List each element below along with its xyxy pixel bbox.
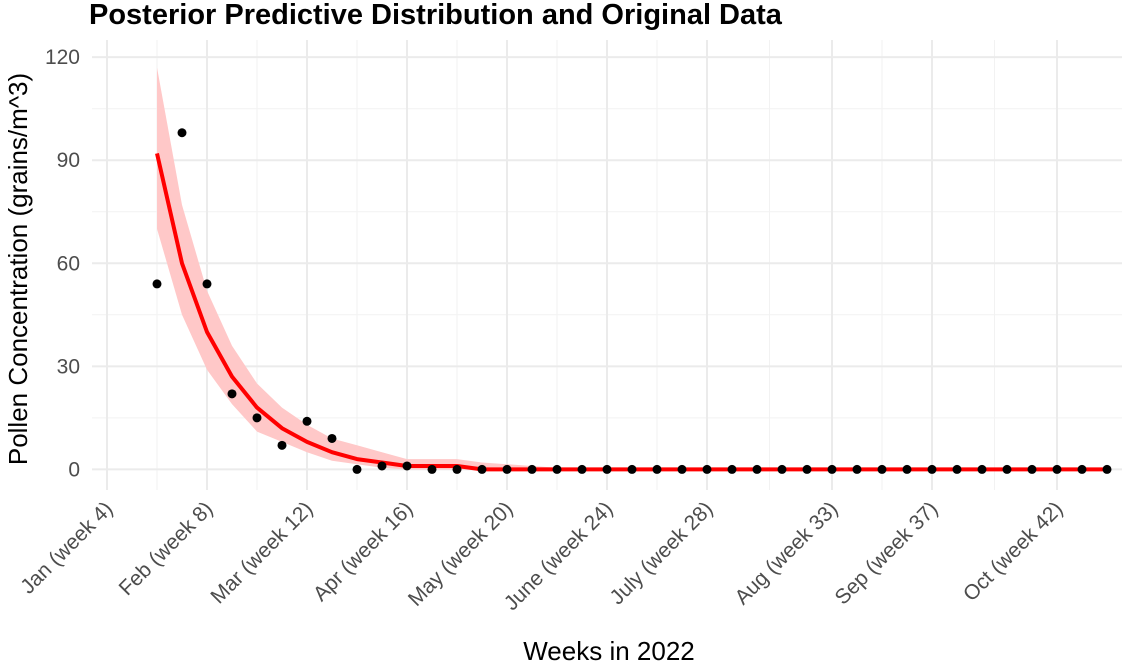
- data-point: [527, 464, 537, 474]
- data-point: [202, 279, 212, 289]
- data-point: [277, 440, 287, 450]
- data-point: [477, 464, 487, 474]
- x-tick-label: May (week 20): [404, 497, 518, 611]
- data-point: [652, 464, 662, 474]
- data-point: [327, 433, 337, 443]
- x-tick-label: Aug (week 33): [731, 497, 843, 609]
- data-point: [1052, 464, 1062, 474]
- data-point: [1027, 464, 1037, 474]
- x-tick-label: Jan (week 4): [16, 497, 117, 598]
- y-tick-label: 90: [57, 149, 80, 172]
- chart-title: Posterior Predictive Distribution and Or…: [89, 0, 782, 31]
- data-point: [252, 413, 262, 423]
- data-point: [927, 464, 937, 474]
- data-point: [777, 464, 787, 474]
- x-tick-label: June (week 24): [500, 497, 618, 615]
- x-tick-label: July (week 28): [606, 497, 718, 609]
- x-tick-label: Feb (week 8): [115, 497, 218, 600]
- data-point: [952, 464, 962, 474]
- data-point: [802, 464, 812, 474]
- x-axis-ticks: Jan (week 4)Feb (week 8)Mar (week 12)Apr…: [16, 497, 1067, 615]
- data-point: [177, 128, 187, 138]
- data-point: [1102, 464, 1112, 474]
- data-point: [352, 464, 362, 474]
- data-point: [227, 389, 237, 399]
- x-axis-title: Weeks in 2022: [523, 636, 695, 664]
- data-point: [452, 464, 462, 474]
- grid-major: [92, 40, 1122, 490]
- y-tick-label: 60: [57, 252, 80, 275]
- x-tick-label: Oct (week 42): [959, 497, 1068, 606]
- data-point: [702, 464, 712, 474]
- data-point: [1002, 464, 1012, 474]
- data-point: [602, 464, 612, 474]
- data-point: [977, 464, 987, 474]
- data-point: [552, 464, 562, 474]
- data-point: [627, 464, 637, 474]
- credible-ribbon: [157, 67, 1107, 470]
- data-point: [377, 461, 387, 471]
- data-point: [152, 279, 162, 289]
- y-tick-label: 0: [68, 458, 80, 481]
- data-point: [677, 464, 687, 474]
- y-axis-ticks: 0 30 60 90 120: [45, 46, 80, 481]
- y-axis-title: Pollen Concentration (grains/m^3): [3, 73, 33, 465]
- data-point: [502, 464, 512, 474]
- data-point: [427, 464, 437, 474]
- data-point: [577, 464, 587, 474]
- data-point: [877, 464, 887, 474]
- data-point: [1077, 464, 1087, 474]
- data-points-layer: [152, 128, 1112, 474]
- x-tick-label: Apr (week 16): [309, 497, 418, 606]
- data-point: [827, 464, 837, 474]
- data-point: [902, 464, 912, 474]
- y-tick-label: 30: [57, 355, 80, 378]
- data-point: [302, 416, 312, 426]
- data-point: [727, 464, 737, 474]
- data-point: [852, 464, 862, 474]
- credible-ribbon-layer: [157, 67, 1107, 470]
- data-point: [752, 464, 762, 474]
- data-point: [402, 461, 412, 471]
- x-tick-label: Mar (week 12): [206, 497, 317, 608]
- y-tick-label: 120: [45, 46, 80, 69]
- x-tick-label: Sep (week 37): [831, 497, 943, 609]
